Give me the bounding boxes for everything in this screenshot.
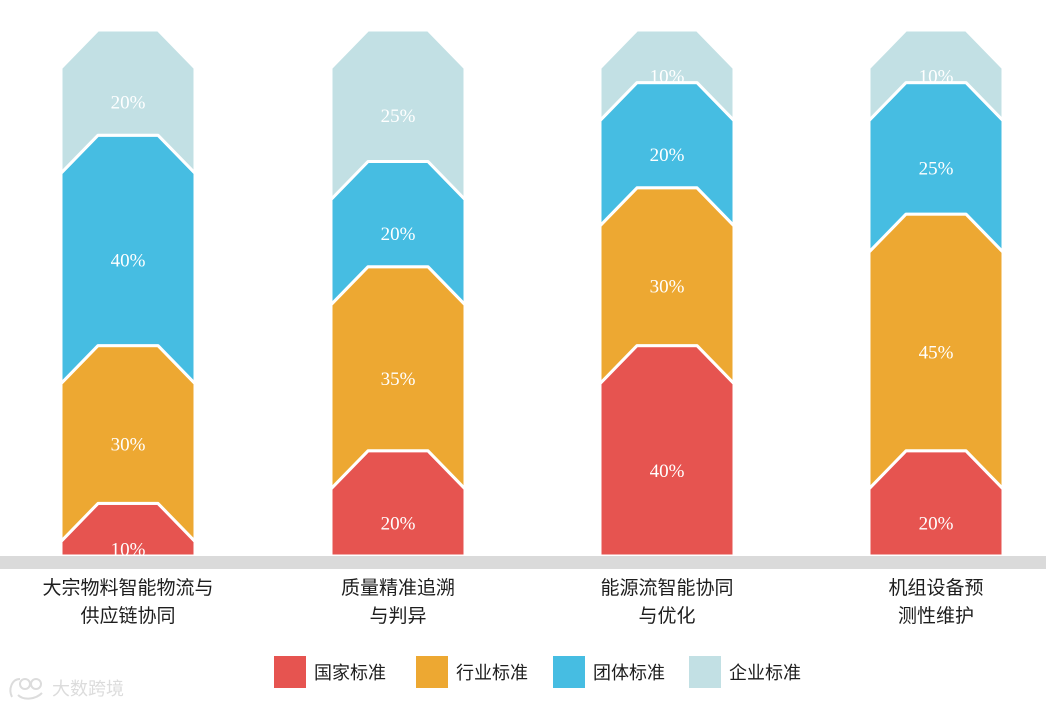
data-label-2-1: 20%	[381, 513, 416, 534]
data-label-4-3: 25%	[919, 158, 954, 179]
data-label-3-4: 10%	[650, 66, 685, 87]
bar-segment-4-4	[867, 28, 1005, 123]
data-label-1-4: 20%	[111, 93, 146, 114]
legend-label-2: 行业标准	[456, 663, 528, 684]
legend: 国家标准 行业标准 团体标准 企业标准	[274, 656, 801, 688]
data-label-2-3: 20%	[381, 224, 416, 245]
bar-segment-2-4	[329, 28, 467, 201]
bar-segment-3-1	[598, 344, 736, 558]
data-label-3-1: 40%	[650, 461, 685, 482]
data-label-2-4: 25%	[381, 106, 416, 127]
data-label-4-4: 10%	[919, 66, 954, 87]
legend-swatch-1	[274, 656, 306, 688]
data-label-1-2: 30%	[111, 435, 146, 456]
legend-label-4: 企业标准	[729, 663, 801, 684]
watermark: 大数跨境	[9, 678, 124, 700]
category-label-4-line-2: 测性维护	[898, 605, 974, 627]
data-label-4-2: 45%	[919, 342, 954, 363]
category-label-1-line-2: 供应链协同	[80, 605, 175, 627]
category-label-3-line-2: 与优化	[638, 605, 695, 627]
category-label-2-line-1: 质量精准追溯	[341, 577, 455, 599]
legend-label-3: 团体标准	[593, 663, 665, 684]
category-label-1-line-1: 大宗物料智能物流与	[42, 577, 213, 599]
category-label-2-line-2: 与判异	[369, 605, 426, 627]
legend-label-1: 国家标准	[314, 663, 386, 684]
chart-baseline	[0, 556, 1046, 569]
category-label-4-line-1: 机组设备预	[888, 577, 983, 599]
data-label-1-1: 10%	[111, 540, 146, 561]
data-label-4-1: 20%	[919, 513, 954, 534]
bar-segment-1-4	[59, 28, 197, 175]
watermark-text: 大数跨境	[52, 679, 124, 700]
bar-segment-3-4	[598, 28, 736, 123]
data-label-3-3: 20%	[650, 145, 685, 166]
category-label-3-line-1: 能源流智能协同	[600, 577, 733, 599]
legend-swatch-3	[553, 656, 585, 688]
data-label-3-2: 30%	[650, 277, 685, 298]
watermark-logo-icon	[9, 678, 43, 700]
legend-swatch-4	[689, 656, 721, 688]
data-label-1-3: 40%	[111, 250, 146, 271]
bar-group: 10% 30% 40% 20% 20% 35% 20% 25% 40% 30% 20% 10% 20% 4…	[59, 28, 1005, 561]
legend-swatch-2	[416, 656, 448, 688]
data-label-2-2: 35%	[381, 369, 416, 390]
